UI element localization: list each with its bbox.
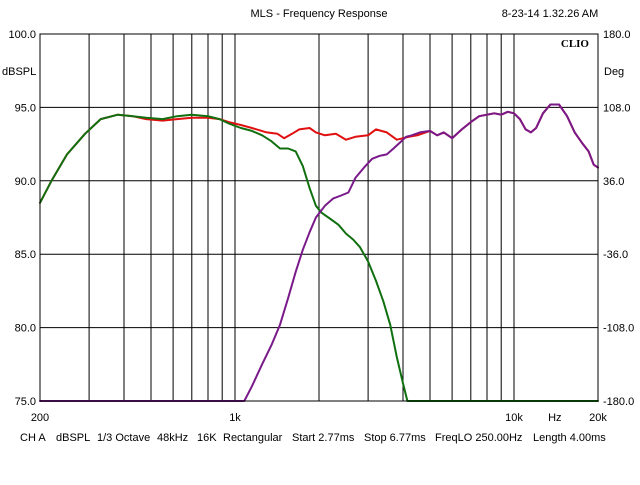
footer-stop: Stop 6.77ms — [364, 432, 426, 444]
y-tick-label: 85.0 — [15, 249, 36, 261]
x-tick-label: 200 — [31, 412, 49, 424]
timestamp: 8-23-14 1.32.26 AM — [502, 8, 599, 20]
y-axis-label: dBSPL — [2, 66, 36, 78]
y-tick-label: 100.0 — [8, 29, 36, 41]
footer-start: Start 2.77ms — [292, 432, 355, 444]
footer-length: Length 4.00ms — [533, 432, 606, 444]
footer-size: 16K — [197, 432, 217, 444]
footer-window: Rectangular — [223, 432, 283, 444]
y-tick-label: 95.0 — [15, 102, 36, 114]
measurement-settings: CH A dBSPL 1/3 Octave 48kHz 16K Rectangu… — [20, 432, 606, 444]
brand-backdrop — [556, 36, 594, 50]
series-layer — [39, 103, 599, 402]
x-tick-label: 1k — [229, 412, 241, 424]
footer-freq-lo: FreqLO 250.00Hz — [435, 432, 522, 444]
y2-axis-label: Deg — [604, 66, 624, 78]
y-tick-label: 80.0 — [15, 323, 36, 335]
y-tick-label: 90.0 — [15, 176, 36, 188]
y2-tick-label: -108.0 — [603, 323, 634, 335]
footer-unit: dBSPL — [56, 432, 90, 444]
chart-title: MLS - Frequency Response — [251, 8, 388, 20]
y2-tick-label: -180.0 — [603, 396, 634, 408]
grid — [40, 34, 598, 401]
y2-tick-label: 36.0 — [603, 176, 624, 188]
clio-logo: CLIO — [561, 38, 590, 50]
x-tick-label: 10k — [505, 412, 523, 424]
y2-tick-label: 180.0 — [603, 29, 631, 41]
y2-tick-label: 108.0 — [603, 102, 631, 114]
x-tick-label: 20k — [589, 412, 607, 424]
y-tick-label: 75.0 — [15, 396, 36, 408]
footer-smoothing: 1/3 Octave — [97, 432, 150, 444]
footer-channel: CH A — [20, 432, 46, 444]
y2-tick-label: -36.0 — [603, 249, 628, 261]
axis-labels: 100.0 95.0 90.0 85.0 80.0 75.0 180.0 108.0 36.0 -… — [8, 29, 634, 424]
series-line-2 — [39, 113, 599, 402]
x-tick-label: Hz — [548, 412, 561, 424]
series-line-3 — [39, 103, 599, 402]
plot-frame — [39, 33, 599, 402]
footer-sample-rate: 48kHz — [157, 432, 188, 444]
